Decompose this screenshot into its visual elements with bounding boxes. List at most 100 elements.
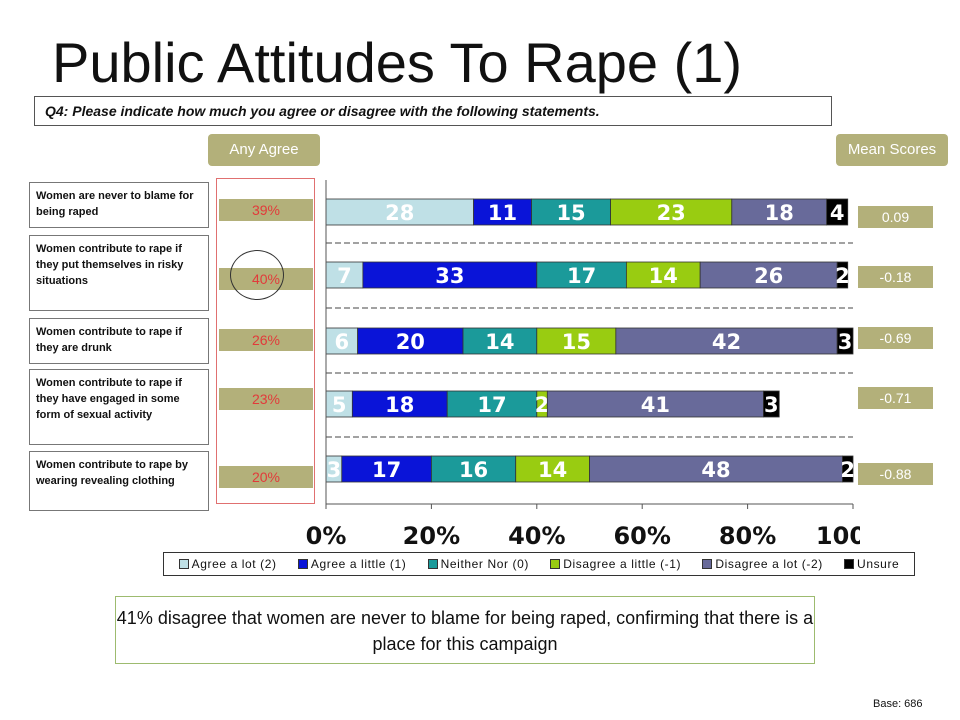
bar-row4-series5 bbox=[546, 390, 764, 418]
bar-label-row5-series4: 14 bbox=[538, 458, 567, 482]
any-agree-header: Any Agree bbox=[208, 134, 320, 166]
bar-label-row3-series3: 14 bbox=[485, 330, 514, 354]
bar-label-row1-series2: 11 bbox=[488, 201, 517, 225]
legend-label-3: Neither Nor (0) bbox=[440, 557, 529, 571]
legend-label-6: Unsure bbox=[857, 557, 900, 571]
x-tick-label-1: 0% bbox=[306, 522, 347, 550]
mean-score-2: -0.18 bbox=[858, 266, 933, 288]
bar-row1-series6 bbox=[826, 198, 849, 226]
x-tick-label-5: 80% bbox=[719, 522, 776, 550]
legend-swatch-4 bbox=[550, 559, 561, 569]
bar-row3-series3 bbox=[462, 327, 538, 355]
any-agree-frame bbox=[216, 178, 315, 504]
bar-row4-series6 bbox=[763, 390, 780, 418]
bar-label-row4-series5: 41 bbox=[641, 393, 670, 417]
statement-label-2: Women contribute to rape if they put the… bbox=[29, 235, 209, 311]
bar-row1-series5 bbox=[731, 198, 828, 226]
bar-label-row2-series2: 33 bbox=[435, 264, 464, 288]
bar-row4-series3 bbox=[446, 390, 538, 418]
bar-label-row4-series2: 18 bbox=[385, 393, 414, 417]
bar-row4-series2 bbox=[351, 390, 448, 418]
bar-label-row1-series3: 15 bbox=[556, 201, 585, 225]
bar-row1-series4 bbox=[610, 198, 733, 226]
legend-item-4: Disagree a little (-1) bbox=[550, 557, 681, 571]
bar-row3-series5 bbox=[615, 327, 838, 355]
bar-label-row5-series6: 2 bbox=[840, 458, 855, 482]
bar-row5-series4 bbox=[515, 455, 590, 483]
bar-label-row2-series6: 2 bbox=[835, 264, 850, 288]
bar-row5-series5 bbox=[589, 455, 843, 483]
legend-label-2: Agree a little (1) bbox=[310, 557, 407, 571]
legend-label-4: Disagree a little (-1) bbox=[563, 557, 682, 571]
mean-score-1: 0.09 bbox=[858, 206, 933, 228]
bar-label-row4-series3: 17 bbox=[477, 393, 506, 417]
statement-label-3: Women contribute to rape if they are dru… bbox=[29, 318, 209, 364]
mean-score-5: -0.88 bbox=[858, 463, 933, 485]
any-agree-value-5: 20% bbox=[219, 466, 313, 488]
legend-label-5: Disagree a lot (-2) bbox=[715, 557, 823, 571]
bar-label-row1-series4: 23 bbox=[657, 201, 686, 225]
bar-label-row1-series5: 18 bbox=[765, 201, 794, 225]
legend-item-5: Disagree a lot (-2) bbox=[702, 557, 822, 571]
legend-item-1: Agree a lot (2) bbox=[178, 557, 277, 571]
bar-label-row4-series6: 3 bbox=[764, 393, 779, 417]
bar-row5-series3 bbox=[430, 455, 517, 483]
highlight-circle bbox=[230, 250, 284, 300]
bar-label-row4-series1: 5 bbox=[332, 393, 347, 417]
any-agree-value-4: 23% bbox=[219, 388, 313, 410]
legend-label-1: Agree a lot (2) bbox=[191, 557, 277, 571]
legend-swatch-1 bbox=[178, 559, 189, 569]
any-agree-value-1: 39% bbox=[219, 199, 313, 221]
base-note: Base: 686 bbox=[873, 698, 923, 710]
bar-row4-series1 bbox=[325, 390, 353, 418]
mean-scores-header: Mean Scores bbox=[836, 134, 948, 166]
bar-row3-series2 bbox=[357, 327, 464, 355]
bar-label-row1-series6: 4 bbox=[830, 201, 845, 225]
legend-swatch-2 bbox=[297, 559, 308, 569]
bar-row2-series3 bbox=[536, 261, 627, 289]
bar-label-row5-series2: 17 bbox=[372, 458, 401, 482]
page-title: Public Attitudes To Rape (1) bbox=[52, 31, 743, 94]
bar-label-row3-series5: 42 bbox=[712, 330, 741, 354]
bar-row3-series4 bbox=[536, 327, 617, 355]
bar-row1-series1 bbox=[325, 198, 474, 226]
bar-row2-series4 bbox=[625, 261, 701, 289]
bar-label-row5-series5: 48 bbox=[701, 458, 730, 482]
chart-legend: Agree a lot (2) Agree a little (1) Neither… bbox=[163, 552, 915, 576]
any-agree-value-3: 26% bbox=[219, 329, 313, 351]
bar-row2-series6 bbox=[836, 261, 849, 289]
bar-row2-series5 bbox=[699, 261, 838, 289]
legend-swatch-5 bbox=[702, 559, 713, 569]
x-tick-label-2: 20% bbox=[403, 522, 460, 550]
bar-label-row3-series2: 20 bbox=[396, 330, 425, 354]
mean-score-4: -0.71 bbox=[858, 387, 933, 409]
statement-label-5: Women contribute to rape by wearing reve… bbox=[29, 451, 209, 511]
bar-label-row2-series4: 14 bbox=[649, 264, 678, 288]
bar-row3-series6 bbox=[836, 327, 854, 355]
bar-label-row1-series1: 28 bbox=[385, 201, 414, 225]
bar-label-row2-series1: 7 bbox=[337, 264, 352, 288]
bar-label-row5-series3: 16 bbox=[459, 458, 488, 482]
legend-swatch-6 bbox=[844, 559, 855, 569]
stacked-bar-chart: 28 11 15 23 18 47 33 17 14 26 26 20 14 15 42 35 18 17 2 41 3… bbox=[306, 180, 860, 550]
legend-item-3: Neither Nor (0) bbox=[427, 557, 529, 571]
bar-label-row2-series3: 17 bbox=[567, 264, 596, 288]
legend-swatch-3 bbox=[427, 559, 438, 569]
bar-label-row4-series4: 2 bbox=[535, 393, 550, 417]
x-tick-label-4: 60% bbox=[613, 522, 670, 550]
bar-label-row3-series1: 6 bbox=[334, 330, 349, 354]
statement-label-1: Women are never to blame for being raped bbox=[29, 182, 209, 228]
bar-row2-series1 bbox=[325, 261, 364, 289]
callout-box: 41% disagree that women are never to bla… bbox=[115, 596, 815, 664]
bar-label-row3-series6: 3 bbox=[838, 330, 853, 354]
legend-item-2: Agree a little (1) bbox=[297, 557, 407, 571]
statement-label-4: Women contribute to rape if they have en… bbox=[29, 369, 209, 445]
bar-row2-series2 bbox=[362, 261, 538, 289]
legend-item-6: Unsure bbox=[844, 557, 899, 571]
bar-label-row5-series1: 3 bbox=[327, 458, 342, 482]
x-tick-label-3: 40% bbox=[508, 522, 565, 550]
mean-score-3: -0.69 bbox=[858, 327, 933, 349]
bar-row5-series6 bbox=[842, 455, 854, 483]
x-tick-label-6: 100% bbox=[816, 522, 860, 550]
bar-label-row2-series5: 26 bbox=[754, 264, 783, 288]
